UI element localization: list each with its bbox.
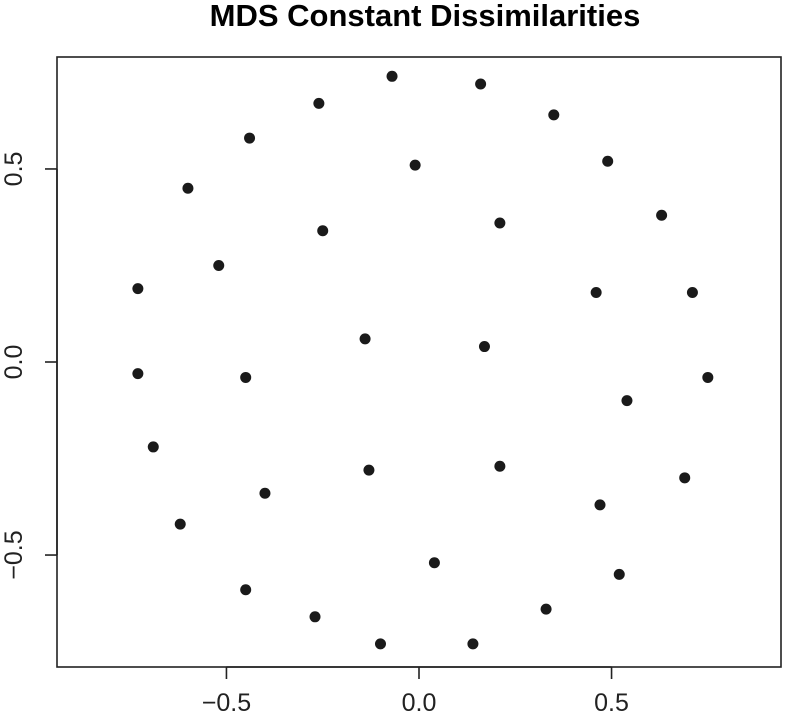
data-point xyxy=(317,225,329,237)
data-point xyxy=(244,132,256,144)
x-axis: −0.5 0.0 0.5 xyxy=(202,666,629,717)
data-point xyxy=(478,341,490,353)
data-point xyxy=(540,603,552,615)
y-axis: −0.5 0.0 0.5 xyxy=(0,152,58,580)
data-point xyxy=(313,97,325,109)
y-tick-label: 0.5 xyxy=(0,152,28,187)
data-point xyxy=(132,368,144,380)
data-point xyxy=(467,638,479,650)
data-point xyxy=(132,283,144,295)
data-point xyxy=(259,487,271,499)
data-point xyxy=(494,460,506,472)
data-point xyxy=(240,584,252,596)
data-point xyxy=(494,217,506,229)
plot-area-frame xyxy=(56,56,782,668)
data-points xyxy=(132,70,714,650)
data-point xyxy=(702,371,714,383)
data-point xyxy=(174,518,186,530)
x-tick-label: 0.5 xyxy=(594,689,629,717)
x-tick-label: −0.5 xyxy=(202,689,251,717)
data-point xyxy=(240,371,252,383)
y-tick-label: −0.5 xyxy=(0,530,28,579)
data-point xyxy=(213,259,225,271)
y-tick-label: 0.0 xyxy=(0,345,28,380)
data-point xyxy=(147,441,159,453)
data-point xyxy=(613,568,625,580)
data-point xyxy=(686,287,698,299)
data-point xyxy=(428,557,440,569)
data-point xyxy=(309,611,321,623)
data-point xyxy=(386,70,398,82)
data-point xyxy=(475,78,487,90)
data-point xyxy=(679,472,691,484)
data-point xyxy=(656,209,668,221)
data-point xyxy=(363,464,375,476)
data-point xyxy=(374,638,386,650)
x-tick-label: 0.0 xyxy=(402,689,437,717)
chart-title: MDS Constant Dissimilarities xyxy=(210,0,641,33)
data-point xyxy=(548,109,560,121)
data-point xyxy=(359,333,371,345)
data-point xyxy=(409,159,421,171)
data-point xyxy=(602,155,614,167)
data-point xyxy=(594,499,606,511)
data-point xyxy=(590,287,602,299)
data-point xyxy=(182,182,194,194)
data-point xyxy=(621,395,633,407)
